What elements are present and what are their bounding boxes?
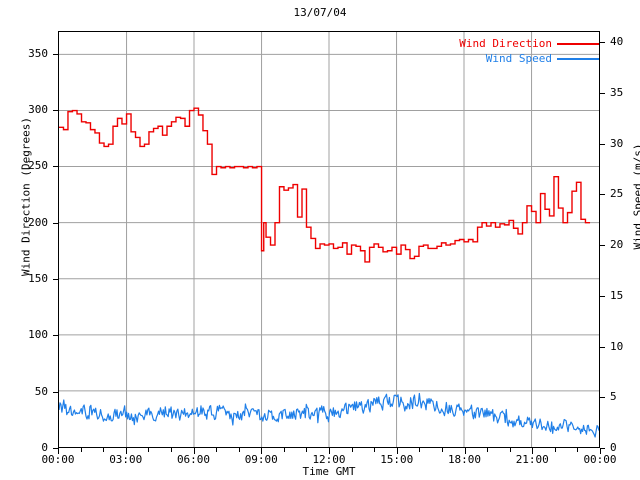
axis-tickmark bbox=[600, 347, 605, 348]
axis-tickmark bbox=[600, 448, 601, 454]
axis-tickmark bbox=[171, 448, 172, 452]
legend-label-wind-speed: Wind Speed bbox=[485, 52, 552, 65]
axis-tickmark bbox=[600, 296, 605, 297]
x-axis-tick-label: 18:00 bbox=[447, 453, 482, 466]
y-axis-right-tick-label: 40 bbox=[610, 35, 624, 49]
axis-tickmark bbox=[53, 110, 58, 111]
axis-tickmark bbox=[600, 397, 605, 398]
y-axis-right-tick-label: 30 bbox=[610, 136, 624, 150]
y-axis-left-tick-label: 250 bbox=[28, 159, 48, 173]
axis-tickmark bbox=[577, 448, 578, 452]
axis-tickmark bbox=[329, 448, 330, 454]
y-axis-right-tick-label: 25 bbox=[610, 187, 624, 201]
axis-tickmark bbox=[600, 144, 605, 145]
axis-tickmark bbox=[555, 448, 556, 452]
axis-tickmark bbox=[239, 448, 240, 452]
axis-tickmark bbox=[126, 448, 127, 454]
axis-tickmark bbox=[600, 93, 605, 94]
x-axis-tick-label: 06:00 bbox=[176, 453, 211, 466]
axis-tickmark bbox=[53, 392, 58, 393]
axis-tickmark bbox=[53, 335, 58, 336]
axis-tickmark bbox=[53, 279, 58, 280]
axis-tickmark bbox=[442, 448, 443, 452]
y-axis-left-tick-label: 50 bbox=[34, 384, 48, 398]
y-axis-right-tick-label: 20 bbox=[610, 238, 624, 252]
axis-tickmark bbox=[465, 448, 466, 454]
axis-tickmark bbox=[600, 448, 605, 449]
axis-tickmark bbox=[194, 448, 195, 454]
x-axis-title: Time GMT bbox=[302, 465, 356, 478]
y-axis-right-title: Wind Speed (m/s) bbox=[631, 143, 640, 250]
y-axis-left-tick-label: 200 bbox=[28, 215, 48, 229]
axis-tickmark bbox=[510, 448, 511, 452]
y-axis-right-tick-label: 0 bbox=[610, 441, 617, 454]
y-axis-left-tick-label: 350 bbox=[28, 46, 48, 60]
axis-tickmark bbox=[148, 448, 149, 452]
legend-label-wind-direction: Wind Direction bbox=[459, 37, 552, 50]
axis-tickmark bbox=[53, 223, 58, 224]
axis-tickmark bbox=[216, 448, 217, 452]
legend-item-wind-direction: Wind Direction bbox=[424, 36, 599, 51]
y-axis-left-tick-label: 100 bbox=[28, 328, 48, 342]
axis-tickmark bbox=[81, 448, 82, 452]
x-axis-tick-label: 03:00 bbox=[109, 453, 143, 466]
axis-tickmark bbox=[53, 166, 58, 167]
legend-swatch-wind-speed bbox=[557, 57, 599, 60]
data-series bbox=[59, 107, 599, 438]
y-axis-right-tick-label: 15 bbox=[610, 288, 624, 302]
x-axis-tick-label: 21:00 bbox=[515, 453, 549, 466]
plot-area bbox=[58, 31, 600, 448]
axis-tickmark bbox=[306, 448, 307, 452]
axis-tickmark bbox=[352, 448, 353, 452]
axis-tickmark bbox=[374, 448, 375, 452]
axis-tickmark bbox=[419, 448, 420, 452]
y-axis-right-tick-label: 10 bbox=[610, 339, 624, 353]
axis-tickmark bbox=[261, 448, 262, 454]
axis-tickmark bbox=[53, 54, 58, 55]
axis-tickmark bbox=[532, 448, 533, 454]
legend-swatch-wind-direction bbox=[557, 42, 599, 45]
axis-tickmark bbox=[397, 448, 398, 454]
y-axis-left-tick-label: 300 bbox=[28, 102, 48, 116]
x-axis-tick-label: 15:00 bbox=[380, 453, 414, 466]
axis-tickmark bbox=[600, 194, 605, 195]
legend: Wind Direction Wind Speed bbox=[424, 36, 599, 66]
axis-tickmark bbox=[600, 42, 605, 43]
axis-tickmark bbox=[487, 448, 488, 452]
axis-tickmark bbox=[103, 448, 104, 452]
legend-item-wind-speed: Wind Speed bbox=[424, 51, 599, 66]
axis-tickmark bbox=[58, 448, 59, 454]
x-axis-tick-label: 12:00 bbox=[312, 453, 346, 466]
axis-tickmark bbox=[284, 448, 285, 452]
x-axis-tick-label: 00:00 bbox=[41, 453, 75, 466]
y-axis-left-tick-label: 0 bbox=[41, 441, 48, 454]
y-axis-left-tick-label: 150 bbox=[28, 271, 48, 285]
x-axis-tick-label: 09:00 bbox=[244, 453, 278, 466]
page-title: 13/07/04 bbox=[293, 6, 347, 19]
axis-tickmark bbox=[600, 245, 605, 246]
y-axis-right-tick-label: 5 bbox=[610, 390, 617, 404]
x-axis-tick-label: 00:00 bbox=[583, 453, 617, 466]
axis-tickmark bbox=[53, 448, 58, 449]
y-axis-right-tick-label: 35 bbox=[610, 85, 624, 99]
